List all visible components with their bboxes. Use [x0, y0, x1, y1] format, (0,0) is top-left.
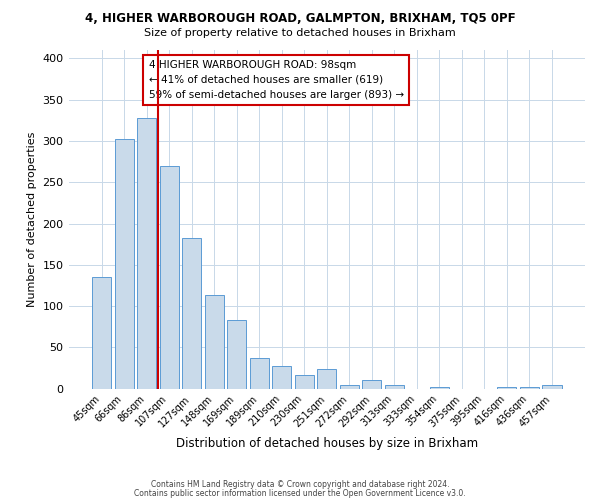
Bar	[317, 369, 337, 389]
Bar	[205, 296, 224, 389]
Bar	[250, 358, 269, 389]
Text: Size of property relative to detached houses in Brixham: Size of property relative to detached ho…	[144, 28, 456, 38]
Bar	[160, 166, 179, 389]
Bar	[182, 238, 201, 389]
Bar	[92, 277, 111, 389]
Bar	[385, 384, 404, 389]
Bar	[497, 387, 517, 389]
Text: 4 HIGHER WARBOROUGH ROAD: 98sqm
← 41% of detached houses are smaller (619)
59% o: 4 HIGHER WARBOROUGH ROAD: 98sqm ← 41% of…	[149, 60, 404, 100]
Bar	[137, 118, 156, 389]
X-axis label: Distribution of detached houses by size in Brixham: Distribution of detached houses by size …	[176, 437, 478, 450]
Bar	[295, 375, 314, 389]
Bar	[430, 387, 449, 389]
Y-axis label: Number of detached properties: Number of detached properties	[27, 132, 37, 307]
Text: 4, HIGHER WARBOROUGH ROAD, GALMPTON, BRIXHAM, TQ5 0PF: 4, HIGHER WARBOROUGH ROAD, GALMPTON, BRI…	[85, 12, 515, 26]
Bar	[227, 320, 246, 389]
Bar	[520, 387, 539, 389]
Text: Contains public sector information licensed under the Open Government Licence v3: Contains public sector information licen…	[134, 488, 466, 498]
Text: Contains HM Land Registry data © Crown copyright and database right 2024.: Contains HM Land Registry data © Crown c…	[151, 480, 449, 489]
Bar	[340, 384, 359, 389]
Bar	[272, 366, 292, 389]
Bar	[362, 380, 382, 389]
Bar	[542, 386, 562, 389]
Bar	[115, 139, 134, 389]
